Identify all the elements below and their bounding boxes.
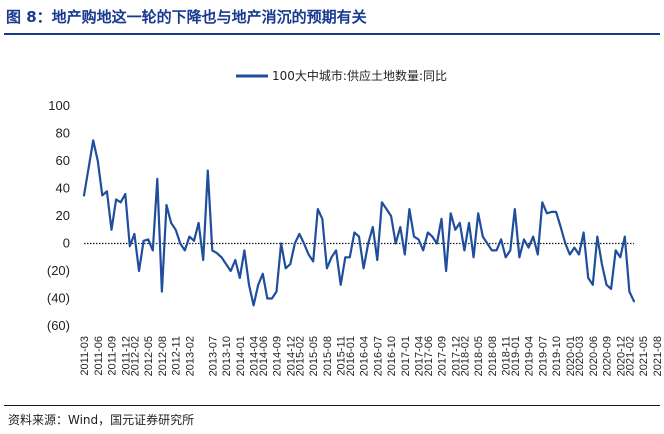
x-tick-label: 2011-12: [120, 336, 132, 376]
series-line: [82, 139, 636, 307]
y-tick-label: (40): [47, 291, 70, 306]
x-tick-label: 2014-04: [249, 336, 261, 376]
x-tick-label: 2012-11: [171, 336, 183, 376]
x-tick-label: 2011-06: [93, 336, 105, 376]
x-tick-label: 2017-12: [450, 336, 462, 376]
x-tick-label: 2012-05: [143, 336, 155, 376]
x-tick-label: 2021-08: [652, 336, 664, 376]
x-tick-label: 2014-06: [258, 336, 270, 376]
x-tick-label: 2015-11: [336, 336, 348, 376]
y-tick-label: 80: [56, 126, 70, 141]
x-tick-label: 2017-04: [414, 336, 426, 376]
y-tick-label: 0: [63, 236, 70, 251]
x-tick-label: 2018-05: [473, 336, 485, 376]
x-tick-label: 2013-02: [184, 336, 196, 376]
x-tick-label: 2013-07: [207, 336, 219, 376]
x-tick-label: 2016-10: [386, 336, 398, 376]
x-tick-label: 2019-04: [524, 336, 536, 376]
x-tick-label: 2014-09: [272, 336, 284, 376]
plot-area: [82, 139, 636, 307]
x-tick-label: 2013-10: [221, 336, 233, 376]
x-tick-label: 2018-11: [501, 336, 513, 376]
x-tick-label: 2021-05: [638, 336, 650, 376]
y-tick-label: 40: [56, 181, 70, 196]
x-tick-label: 2017-09: [437, 336, 449, 376]
x-tick-label: 2014-12: [285, 336, 297, 376]
x-tick-label: 2011-03: [79, 336, 91, 376]
footer-rule: [4, 405, 660, 406]
x-tick-label: 2016-04: [359, 336, 371, 376]
x-tick-label: 2012-02: [129, 336, 141, 376]
x-tick-label: 2017-06: [423, 336, 435, 376]
x-tick-label: 2021-02: [624, 336, 636, 376]
source-note: 资料来源：Wind，国元证券研究所: [8, 413, 195, 427]
x-tick-label: 2018-02: [459, 336, 471, 376]
x-tick-label: 2020-09: [602, 336, 614, 376]
x-tick-label: 2015-02: [294, 336, 306, 376]
x-tick-label: 2011-09: [107, 336, 119, 376]
x-tick-label: 2017-01: [400, 336, 412, 376]
x-tick-label: 2018-08: [487, 336, 499, 376]
y-tick-label: (60): [47, 318, 70, 333]
x-tick-label: 2019-01: [510, 336, 522, 376]
figure-title: 图 8：地产购地这一轮的下降也与地产消沉的预期有关: [6, 8, 367, 26]
x-tick-label: 2020-03: [574, 336, 586, 376]
x-tick-label: 2020-06: [588, 336, 600, 376]
x-tick-label: 2014-01: [235, 336, 247, 376]
legend: 100大中城市:供应土地数量:同比: [236, 68, 447, 83]
x-tick-label: 2016-07: [372, 336, 384, 376]
x-tick-label: 2020-12: [615, 336, 627, 376]
x-tick-label: 2019-07: [537, 336, 549, 376]
x-tick-label: 2016-01: [345, 336, 357, 376]
x-tick-label: 2019-10: [551, 336, 563, 376]
x-tick-label: 2012-08: [157, 336, 169, 376]
y-axis: 100 80 60 40 20 0 (20) (40) (60): [47, 98, 70, 333]
x-tick-label: 2015-08: [322, 336, 334, 376]
legend-label: 100大中城市:供应土地数量:同比: [272, 68, 447, 83]
y-tick-label: 100: [48, 98, 70, 113]
y-tick-label: 60: [56, 153, 70, 168]
x-tick-label: 2020-01: [565, 336, 577, 376]
y-tick-label: (20): [47, 263, 70, 278]
y-tick-label: 20: [56, 208, 70, 223]
x-tick-label: 2015-05: [308, 336, 320, 376]
title-rule: [4, 33, 660, 35]
